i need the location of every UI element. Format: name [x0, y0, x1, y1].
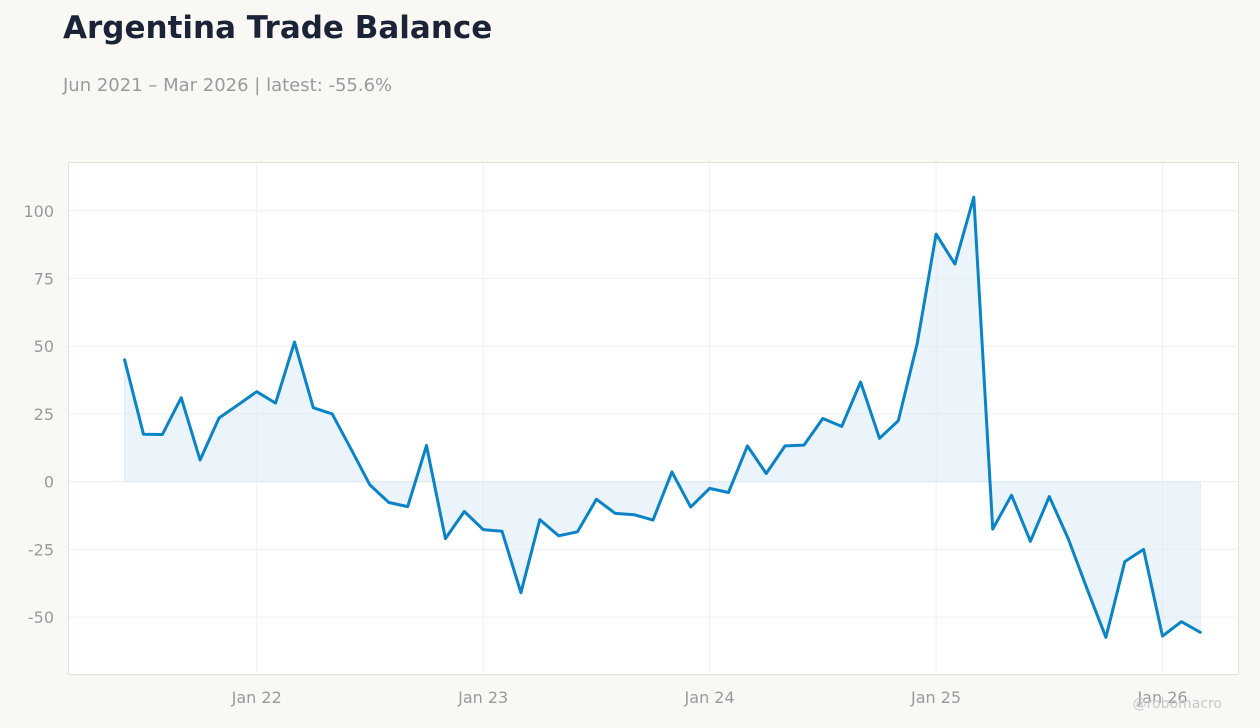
chart-title: Argentina Trade Balance: [63, 10, 493, 46]
y-tick-label: 0: [44, 473, 54, 492]
y-tick-label: 75: [34, 269, 54, 288]
x-tick-label: Jan 22: [231, 688, 282, 707]
series-path: [123, 195, 1202, 639]
x-axis-ticks: Jan 22 Jan 23 Jan 24 Jan 25 Jan 26: [231, 688, 1188, 707]
y-axis-ticks: -50 -25 0 25 50 75 100: [23, 202, 54, 627]
y-tick-label: 25: [34, 405, 54, 424]
x-tick-label: Jan 23: [457, 688, 508, 707]
chart-subtitle: Jun 2021 – Mar 2026 | latest: -55.6%: [63, 75, 393, 96]
y-tick-label: 50: [34, 337, 54, 356]
y-tick-label: -25: [28, 540, 54, 559]
series-line: [123, 195, 1202, 639]
x-tick-label: Jan 25: [910, 688, 961, 707]
x-tick-label: Jan 24: [684, 688, 735, 707]
watermark: @robomacro: [1132, 696, 1222, 712]
y-tick-label: 100: [23, 202, 54, 221]
y-tick-label: -50: [28, 608, 54, 627]
x-tick-label: Jan 26: [1136, 688, 1187, 707]
